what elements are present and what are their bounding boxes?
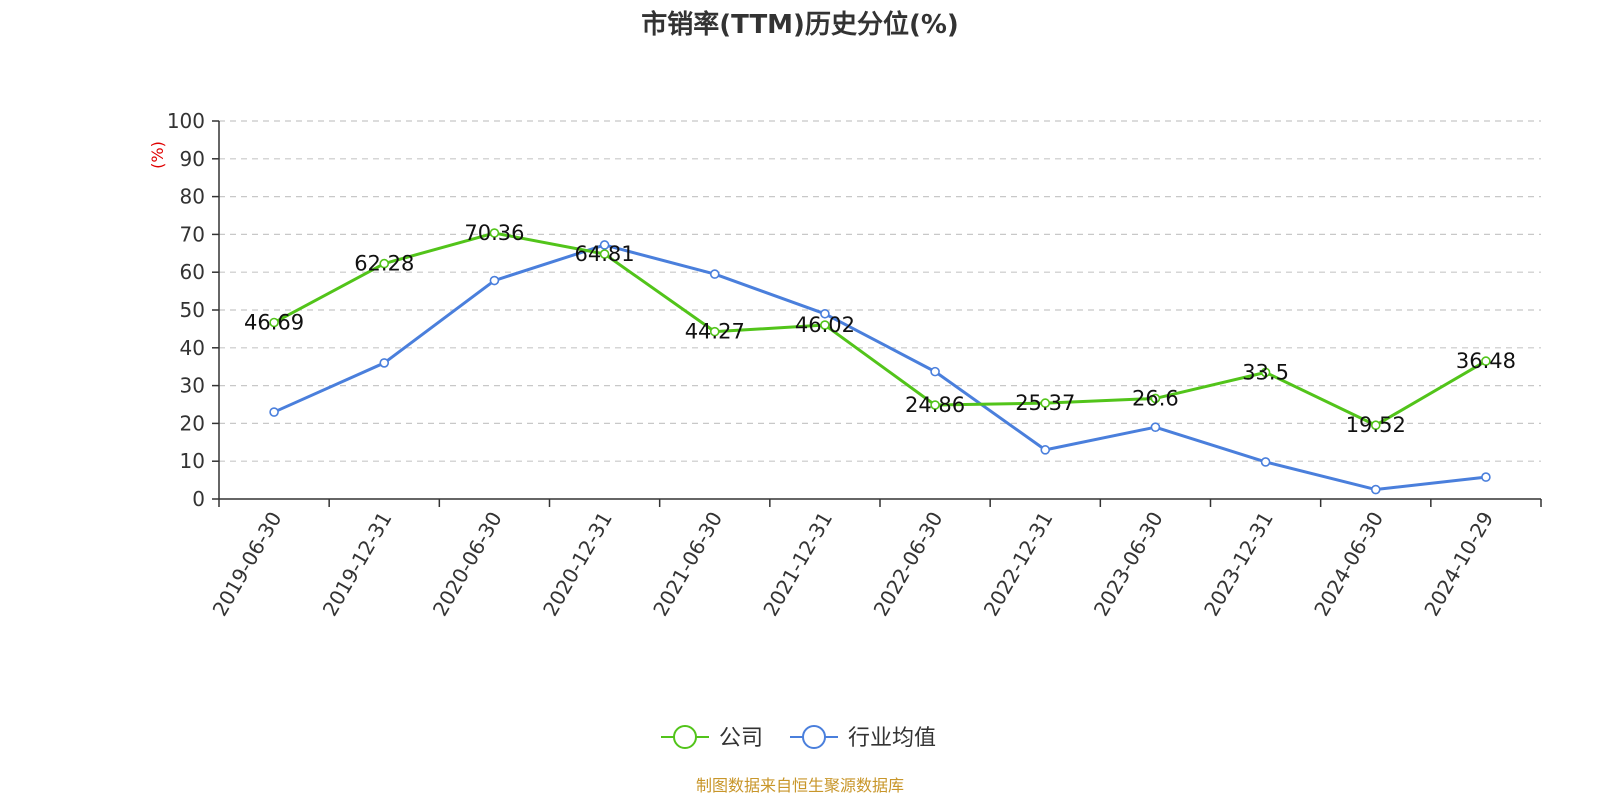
x-tick-label: 2021-06-30	[648, 508, 727, 621]
x-tick-label: 2021-12-31	[758, 508, 837, 621]
legend-marker	[802, 725, 826, 749]
x-axis-ticks: 2019-06-30 2019-12-31 2020-06-30 2020-12-31…	[208, 499, 1542, 621]
x-tick-label: 2024-06-30	[1309, 508, 1388, 621]
y-tick-label: 60	[180, 260, 205, 284]
data-point	[820, 320, 830, 330]
legend-marker	[673, 725, 697, 749]
y-tick-label: 0	[192, 487, 205, 511]
x-tick-label: 2019-12-31	[318, 508, 397, 621]
y-tick-label: 80	[180, 185, 205, 209]
data-point	[930, 366, 940, 377]
y-tick-label: 30	[180, 374, 205, 398]
grid-lines	[219, 120, 1541, 462]
series-line	[273, 231, 1487, 427]
data-label: 19.52	[1346, 413, 1406, 437]
x-tick-label: 2024-10-29	[1419, 508, 1498, 621]
data-label: 46.02	[795, 313, 855, 337]
series-line	[273, 243, 1487, 492]
y-axis-ticks: 0 10 20 30 40 50 60 70 80 90 100	[167, 109, 219, 511]
data-point	[820, 308, 830, 319]
y-tick-label: 20	[180, 411, 205, 435]
x-tick-label: 2022-12-31	[979, 508, 1058, 621]
y-tick-label: 90	[180, 147, 205, 171]
data-label: 24.86	[905, 393, 965, 417]
x-tick-label: 2020-06-30	[428, 508, 507, 621]
data-point	[1260, 367, 1271, 378]
x-tick-label: 2023-06-30	[1089, 508, 1168, 621]
legend-item-1[interactable]: 行业均值	[790, 725, 936, 751]
data-label: 36.48	[1456, 349, 1516, 373]
series-0	[269, 228, 1491, 431]
chart-title: 市销率(TTM)历史分位(%)	[641, 9, 959, 40]
data-label: 46.69	[244, 311, 304, 335]
data-point	[599, 240, 610, 250]
y-tick-label: 70	[180, 222, 205, 246]
data-point	[930, 400, 940, 410]
data-point	[709, 269, 720, 279]
y-axis-label: (%)	[148, 141, 167, 169]
x-tick-label: 2022-06-30	[869, 508, 948, 621]
data-label: 64.81	[575, 242, 635, 266]
y-tick-label: 100	[167, 109, 205, 133]
data-point	[599, 249, 610, 259]
data-point	[1370, 484, 1381, 495]
legend-label: 行业均值	[848, 726, 936, 751]
data-point	[269, 317, 279, 328]
legend-item-0[interactable]: 公司	[661, 725, 763, 751]
data-point	[1150, 422, 1161, 432]
data-point	[379, 258, 390, 269]
x-tick-label: 2019-06-30	[208, 508, 287, 621]
data-point	[1370, 420, 1381, 431]
y-tick-label: 10	[180, 449, 205, 473]
data-point	[1481, 356, 1491, 366]
data-point	[489, 228, 500, 238]
legend-label: 公司	[719, 726, 763, 751]
source-note: 制图数据来自恒生聚源数据库	[696, 776, 904, 795]
data-point	[1040, 398, 1051, 408]
data-point	[269, 407, 279, 417]
data-label: 70.36	[464, 221, 524, 245]
series-layer	[269, 228, 1491, 495]
data-point	[1481, 472, 1491, 482]
data-point	[709, 326, 720, 337]
data-label: 33.5	[1242, 360, 1289, 384]
data-point	[1260, 457, 1271, 467]
data-point	[489, 275, 500, 286]
series-1	[269, 240, 1491, 495]
x-tick-label: 2023-12-31	[1199, 508, 1278, 621]
data-point	[379, 358, 390, 368]
y-tick-label: 40	[180, 336, 205, 360]
y-tick-label: 50	[180, 298, 205, 322]
data-label: 62.28	[354, 252, 414, 276]
data-point	[1150, 393, 1161, 404]
data-label: 44.27	[685, 320, 745, 344]
data-label: 25.37	[1015, 391, 1075, 415]
data-labels: 46.69 62.28 70.36 64.81 44.27 46.02 24.86 25.37…	[244, 221, 1516, 437]
data-label: 26.6	[1132, 386, 1179, 410]
legend[interactable]: 公司 行业均值	[661, 725, 936, 751]
x-tick-label: 2020-12-31	[538, 508, 617, 621]
data-point	[1040, 445, 1051, 455]
